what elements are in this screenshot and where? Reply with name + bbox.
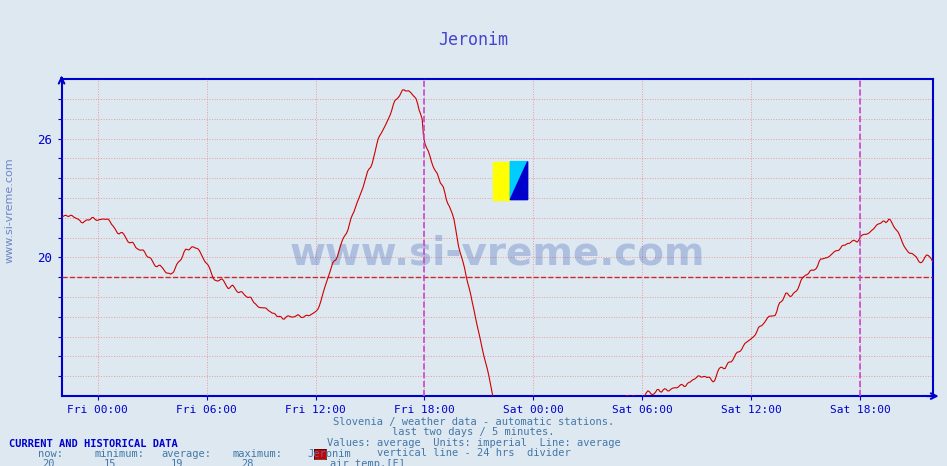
Text: maximum:: maximum: bbox=[232, 449, 282, 459]
Text: Values: average  Units: imperial  Line: average: Values: average Units: imperial Line: av… bbox=[327, 438, 620, 447]
Text: minimum:: minimum: bbox=[95, 449, 145, 459]
Text: CURRENT AND HISTORICAL DATA: CURRENT AND HISTORICAL DATA bbox=[9, 439, 178, 449]
Text: www.si-vreme.com: www.si-vreme.com bbox=[5, 157, 15, 262]
Text: 15: 15 bbox=[104, 459, 116, 466]
Text: www.si-vreme.com: www.si-vreme.com bbox=[290, 234, 705, 273]
Text: vertical line - 24 hrs  divider: vertical line - 24 hrs divider bbox=[377, 448, 570, 458]
Text: Jeronim: Jeronim bbox=[308, 449, 351, 459]
Text: Slovenia / weather data - automatic stations.: Slovenia / weather data - automatic stat… bbox=[333, 417, 614, 427]
Text: Jeronim: Jeronim bbox=[438, 31, 509, 49]
Polygon shape bbox=[510, 162, 527, 199]
Bar bbox=[492, 162, 510, 199]
Text: 28: 28 bbox=[241, 459, 254, 466]
Polygon shape bbox=[510, 162, 527, 199]
Text: 20: 20 bbox=[43, 459, 55, 466]
Text: average:: average: bbox=[161, 449, 211, 459]
Text: last two days / 5 minutes.: last two days / 5 minutes. bbox=[392, 427, 555, 437]
Text: 19: 19 bbox=[170, 459, 183, 466]
Text: now:: now: bbox=[38, 449, 63, 459]
Text: air temp.[F]: air temp.[F] bbox=[330, 459, 404, 466]
